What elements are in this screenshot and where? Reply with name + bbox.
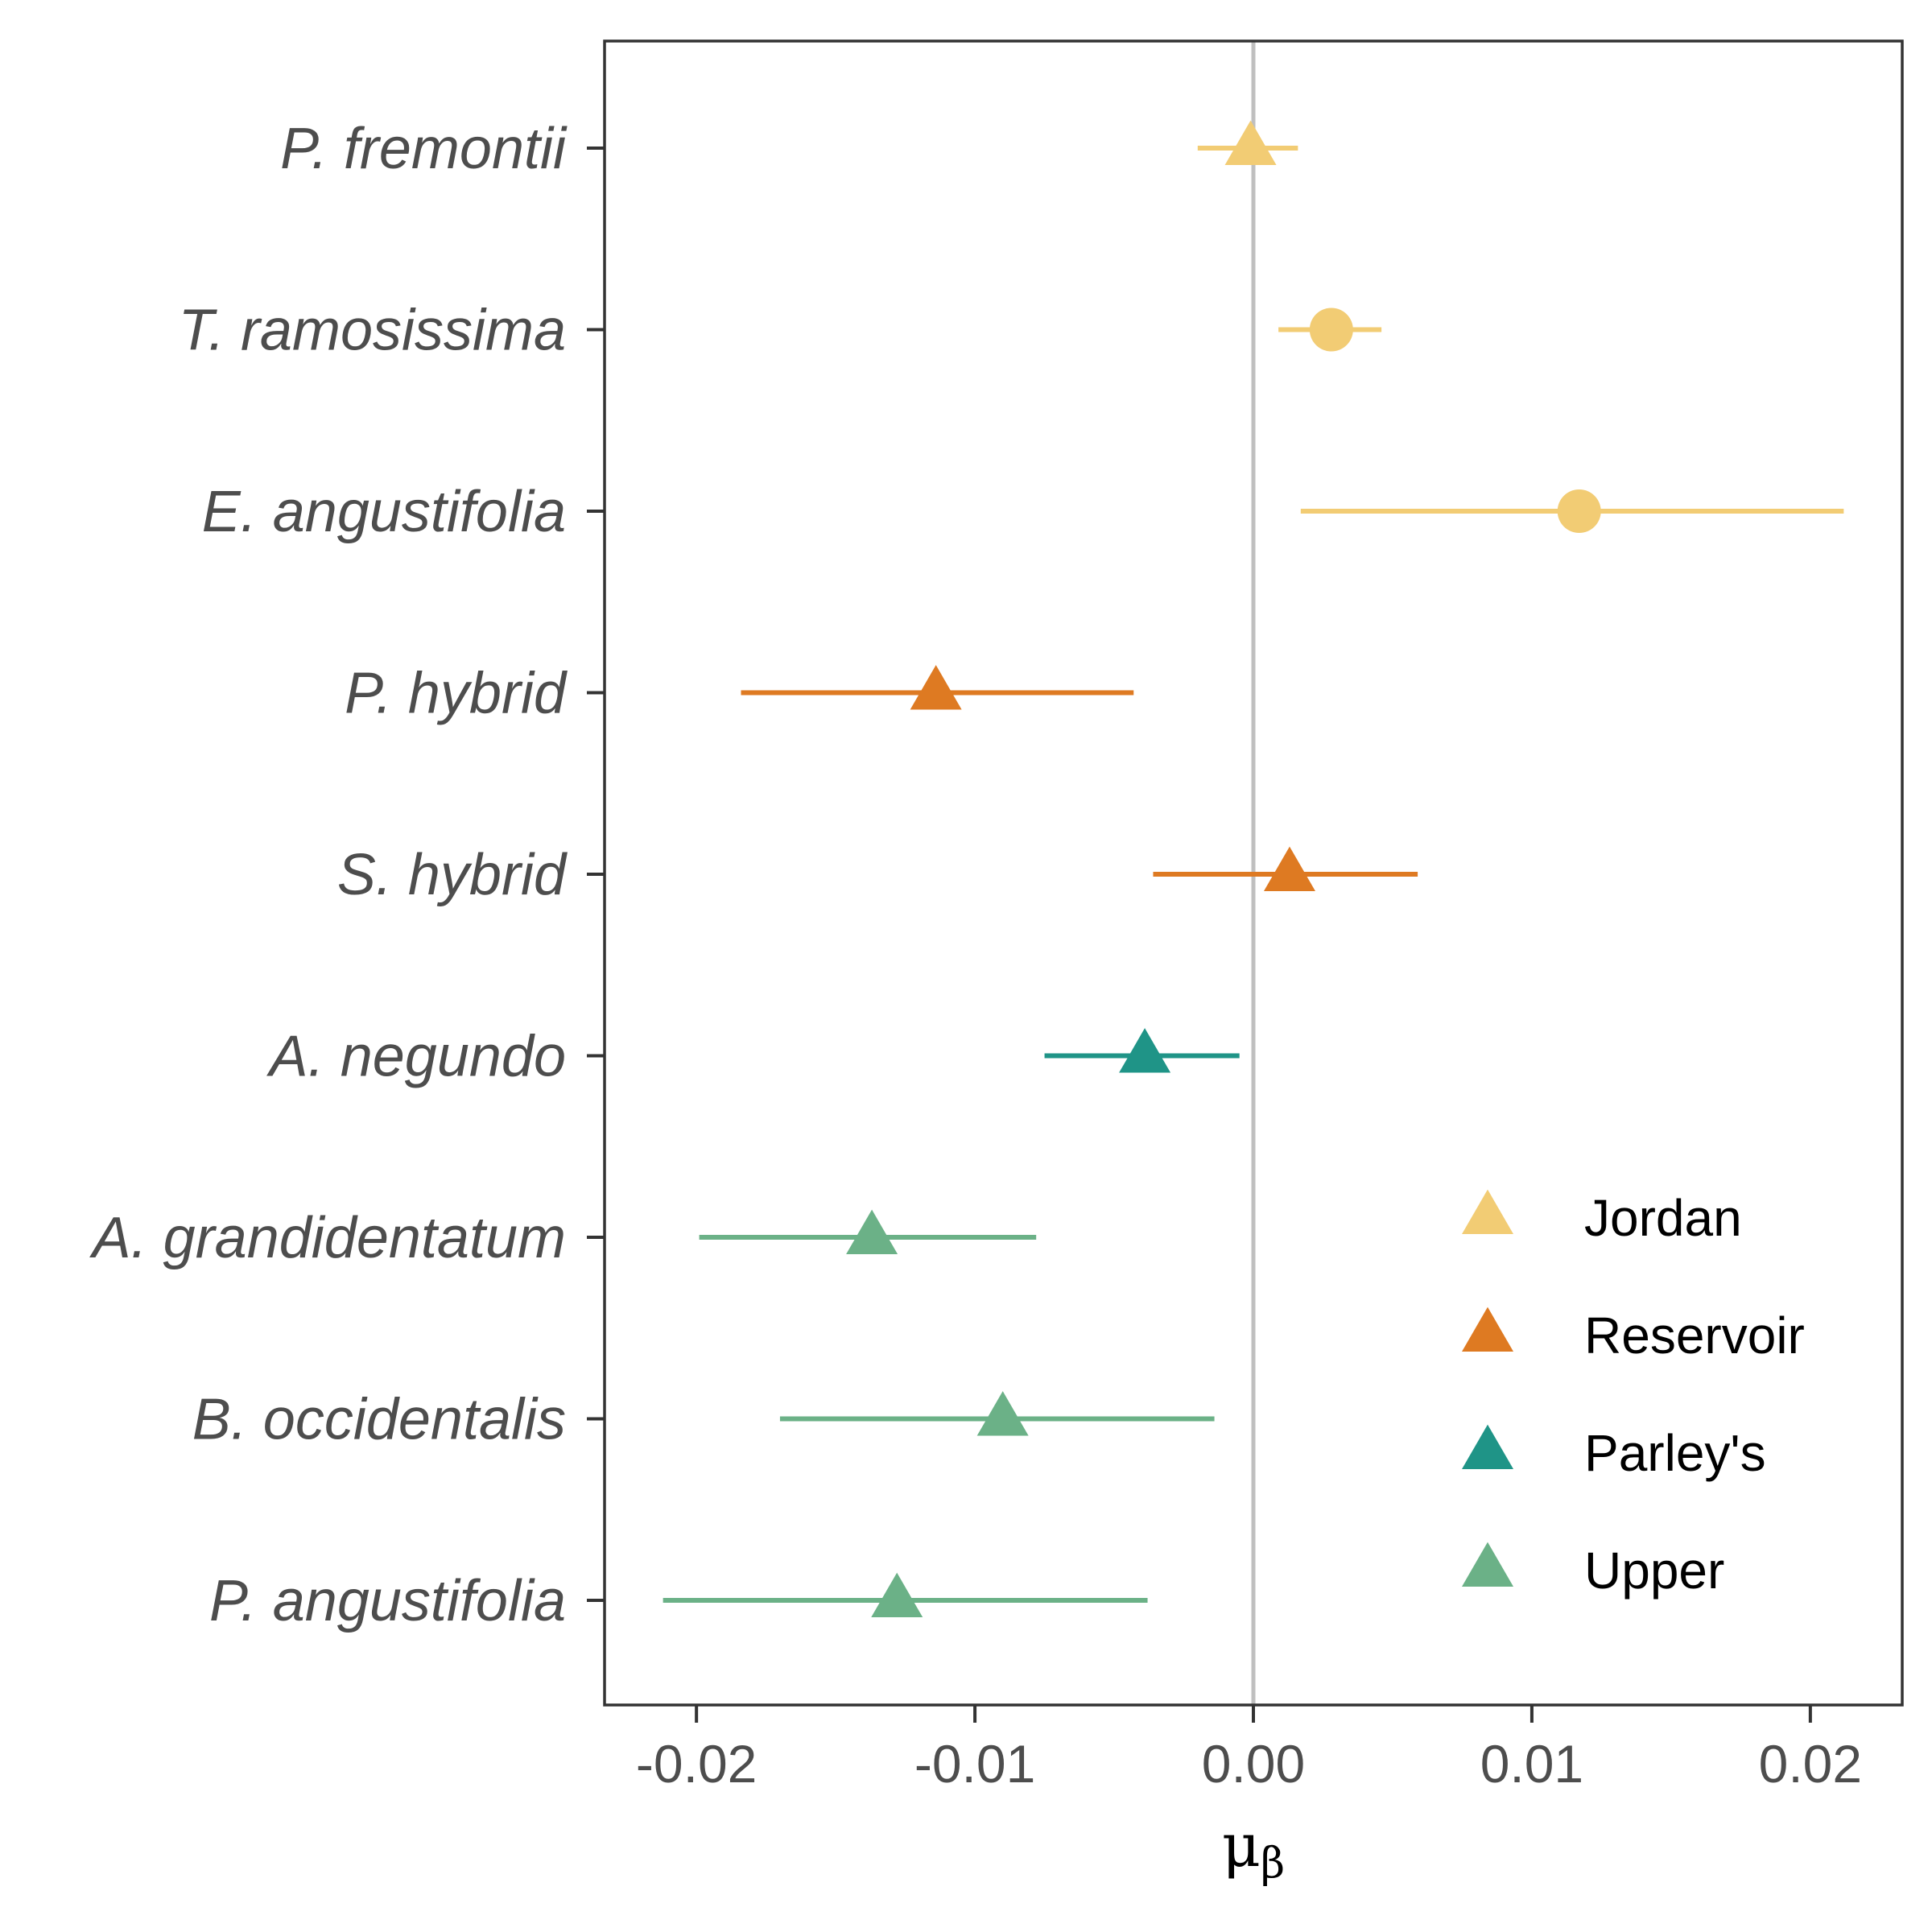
point-estimate-triangle <box>910 665 962 710</box>
legend-label: Parley's <box>1584 1424 1766 1482</box>
x-tick-label: 0.02 <box>1759 1734 1862 1794</box>
legend-label: Jordan <box>1584 1189 1742 1247</box>
legend-key-triangle <box>1462 1189 1513 1235</box>
x-tick-label: -0.01 <box>914 1734 1035 1794</box>
point-estimate-triangle <box>1224 120 1277 166</box>
y-tick-label: A. grandidentatum <box>89 1206 566 1270</box>
point-estimate-circle <box>1309 308 1353 352</box>
point-estimate-triangle <box>1119 1028 1171 1073</box>
legend-key-triangle <box>1462 1307 1513 1352</box>
x-axis-title: μβ <box>1222 1811 1285 1888</box>
legend-key-triangle <box>1462 1542 1513 1587</box>
x-tick-label: 0.00 <box>1202 1734 1305 1794</box>
point-estimate-triangle <box>976 1391 1029 1436</box>
y-tick-label: P. angustifolia <box>209 1569 566 1633</box>
x-tick-label: 0.01 <box>1480 1734 1583 1794</box>
point-estimate-circle <box>1557 489 1601 533</box>
point-estimate-triangle <box>1263 846 1315 892</box>
legend-label: Reservoir <box>1584 1307 1805 1364</box>
legend-label: Upper <box>1584 1542 1724 1600</box>
point-estimate-triangle <box>846 1209 898 1255</box>
x-tick-label: -0.02 <box>636 1734 757 1794</box>
point-estimate-triangle <box>871 1572 923 1618</box>
x-axis-title-subscript: β <box>1261 1839 1285 1888</box>
y-tick-label: P. hybrid <box>345 662 568 726</box>
legend-key-triangle <box>1462 1424 1513 1470</box>
panel-border <box>603 39 1904 1707</box>
y-tick-label: E. angustifolia <box>202 480 566 544</box>
y-tick-label: T. ramosissima <box>179 299 566 363</box>
y-tick-label: S. hybrid <box>337 843 568 907</box>
y-tick-label: B. occidentalis <box>192 1388 566 1452</box>
y-tick-label: P. fremontii <box>280 117 568 181</box>
y-tick-label: A. negundo <box>266 1025 566 1089</box>
x-axis-title-main: μ <box>1222 1811 1261 1880</box>
